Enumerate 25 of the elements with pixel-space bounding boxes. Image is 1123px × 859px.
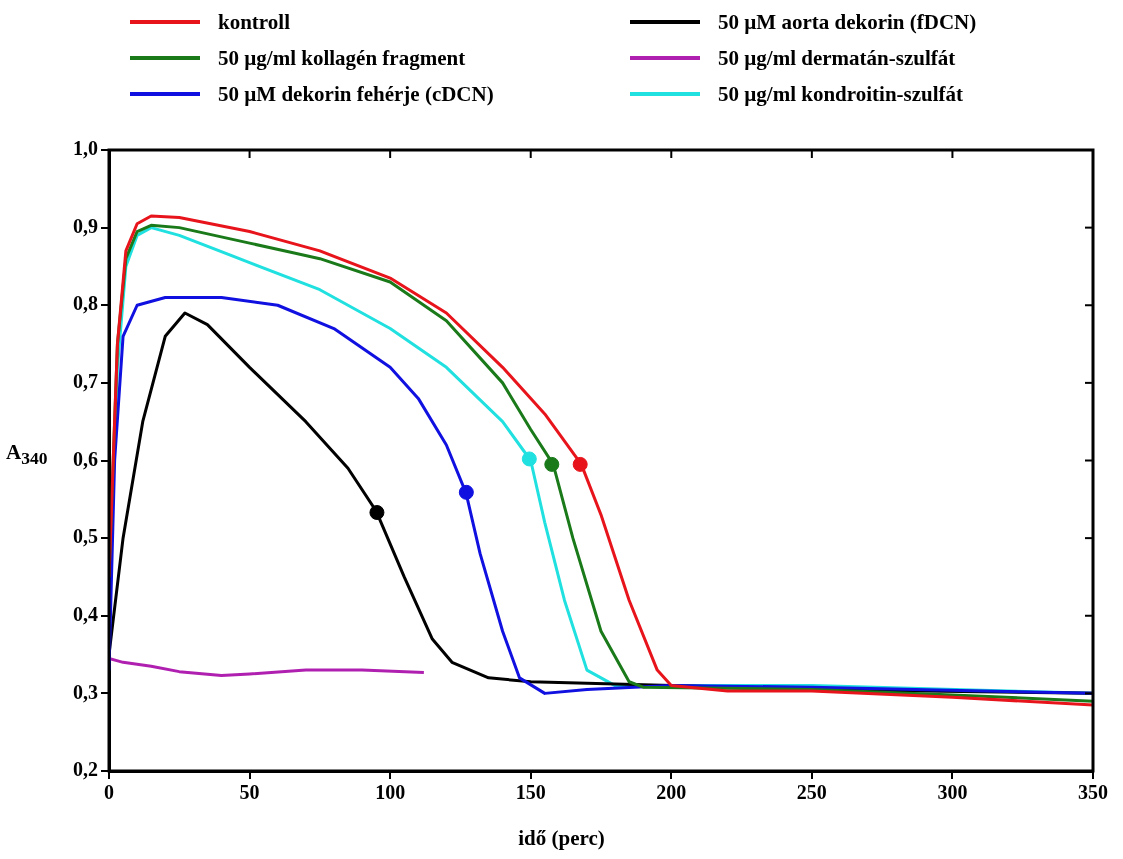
x-tick-label: 0 — [104, 781, 114, 804]
legend-label: 50 µg/ml dermatán-szulfát — [718, 45, 956, 71]
legend-label: 50 µM dekorin fehérje (cDCN) — [218, 81, 494, 107]
y-tick-label: 0,6 — [73, 447, 98, 470]
y-tick-label: 0,8 — [73, 292, 98, 315]
y-tick-label: 0,9 — [73, 214, 98, 237]
legend-label: 50 µg/ml kondroitin-szulfát — [718, 81, 964, 107]
x-tick-label: 300 — [937, 781, 968, 804]
x-tick-label: 100 — [375, 781, 406, 804]
y-tick-label: 0,2 — [73, 758, 98, 781]
legend-label: kontroll — [218, 9, 290, 35]
x-tick-label: 150 — [515, 781, 546, 804]
y-axis-title: A$_{340}$ — [6, 440, 48, 470]
x-axis-title: idő (perc) — [517, 826, 606, 851]
x-tick-label: 50 — [239, 781, 260, 804]
y-tick-label: 0,5 — [73, 525, 98, 548]
y-tick-label: 0,4 — [73, 602, 98, 625]
y-tick-label: 1,0 — [73, 137, 98, 160]
x-tick-label: 250 — [796, 781, 827, 804]
y-tick-label: 0,3 — [73, 680, 98, 703]
x-tick-label: 350 — [1078, 781, 1108, 804]
x-tick-label: 200 — [656, 781, 687, 804]
legend-label: 50 µg/ml kollagén fragment — [218, 45, 466, 71]
y-tick-label: 0,7 — [73, 370, 98, 393]
legend-label: 50 µM aorta dekorin (fDCN) — [718, 9, 977, 35]
